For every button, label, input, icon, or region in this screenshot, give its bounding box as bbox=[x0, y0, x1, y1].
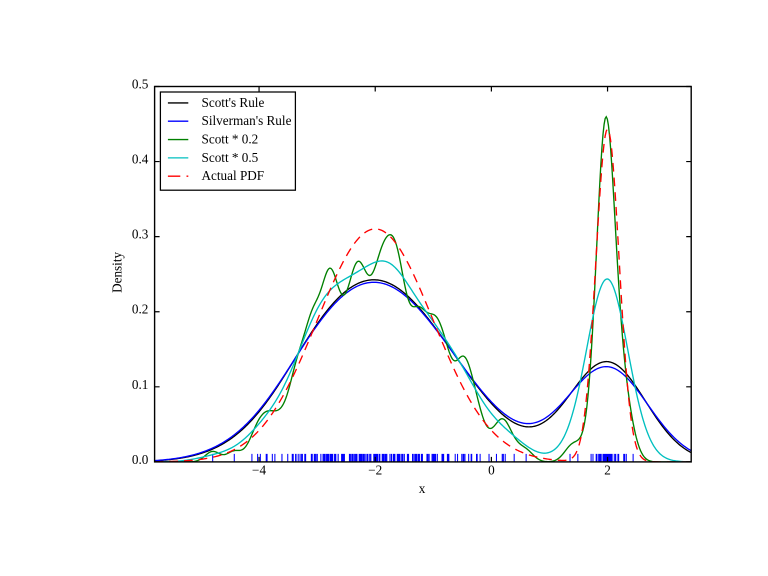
svg-text:0.4: 0.4 bbox=[132, 152, 149, 167]
svg-text:Scott's Rule: Scott's Rule bbox=[202, 95, 265, 110]
svg-text:0.1: 0.1 bbox=[132, 377, 148, 392]
svg-text:Scott * 0.5: Scott * 0.5 bbox=[202, 150, 259, 165]
svg-text:2: 2 bbox=[604, 463, 611, 478]
svg-text:x: x bbox=[419, 481, 426, 496]
svg-text:−2: −2 bbox=[368, 463, 382, 478]
svg-text:0.2: 0.2 bbox=[132, 302, 148, 317]
svg-text:Silverman's Rule: Silverman's Rule bbox=[202, 113, 292, 128]
svg-text:Scott * 0.2: Scott * 0.2 bbox=[202, 131, 259, 146]
svg-text:Density: Density bbox=[110, 251, 125, 292]
svg-text:0.5: 0.5 bbox=[132, 77, 149, 92]
svg-text:Actual PDF: Actual PDF bbox=[202, 168, 265, 183]
svg-text:−4: −4 bbox=[252, 463, 266, 478]
svg-text:0.3: 0.3 bbox=[132, 227, 149, 242]
svg-text:0.0: 0.0 bbox=[132, 452, 149, 467]
svg-text:0: 0 bbox=[488, 463, 495, 478]
